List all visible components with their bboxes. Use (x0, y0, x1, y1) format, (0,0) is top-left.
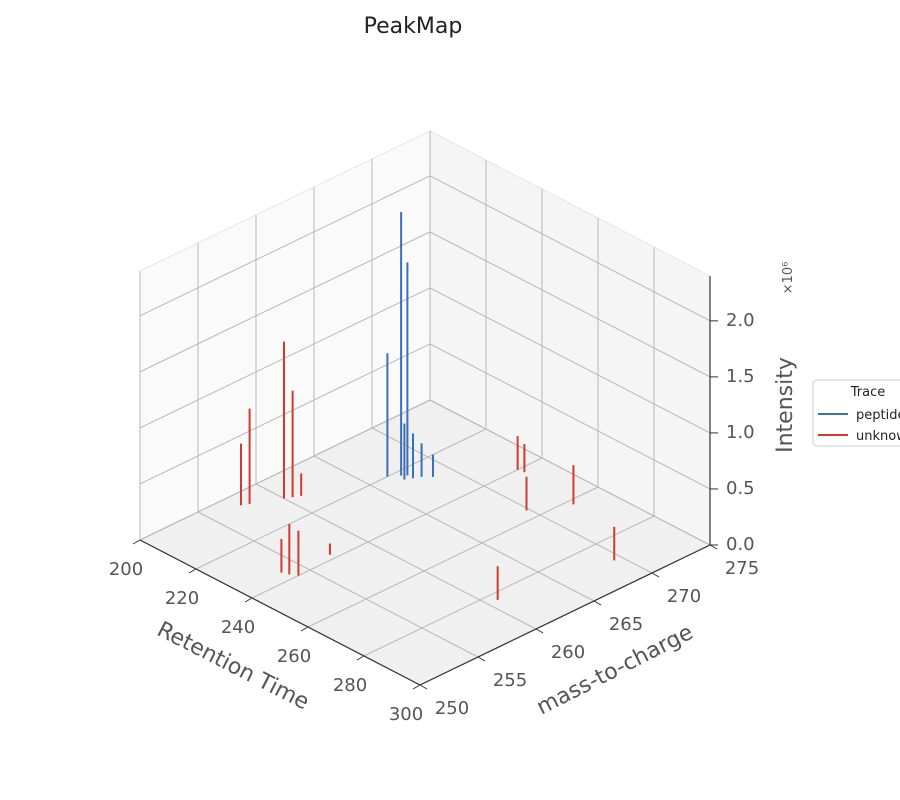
legend-box (812, 379, 900, 447)
grid-line (255, 483, 537, 630)
grid-line (429, 399, 711, 546)
grid-line (307, 486, 599, 628)
tick-mark (477, 656, 486, 662)
axis-line (419, 544, 711, 686)
tick-mark (356, 655, 365, 661)
tick-mark (412, 684, 421, 690)
legend: Trace peptide unknown (812, 379, 900, 447)
legend-label: peptide (856, 408, 900, 423)
tick-mark (244, 597, 253, 603)
tick-label: 300 (389, 704, 423, 725)
grid-line (371, 427, 653, 574)
chart-title: PeakMap (364, 14, 463, 39)
tick-mark (419, 684, 428, 690)
tick-label: 265 (609, 614, 643, 635)
tick-label: 2.0 (726, 310, 755, 331)
tick-label: 260 (277, 646, 311, 667)
grid-line (429, 343, 711, 490)
tick-label: 0.5 (726, 478, 755, 499)
tick-label: 1.5 (726, 366, 755, 387)
z-axis-label: Intensity (773, 357, 798, 453)
tick-label: 200 (109, 559, 143, 580)
tick-label: 250 (435, 698, 469, 719)
grid-line (429, 287, 711, 434)
grid-line (197, 511, 479, 658)
tick-label: 0.0 (726, 534, 755, 555)
tick-mark (535, 628, 544, 634)
grid-line (313, 455, 595, 602)
tick-label: 255 (493, 670, 527, 691)
grid-line (139, 175, 431, 317)
tick-mark (651, 572, 660, 578)
grid-line (429, 231, 711, 378)
grid-line (139, 231, 431, 373)
grid-line (363, 515, 655, 657)
tick-mark (188, 568, 197, 574)
tick-label: 260 (551, 642, 585, 663)
tick-mark (300, 626, 309, 632)
tick-mark (709, 544, 718, 550)
tick-label: 1.0 (726, 422, 755, 443)
tick-label: 270 (667, 586, 701, 607)
tick-mark (132, 539, 141, 545)
grid-line (251, 457, 543, 599)
grid-line (429, 175, 711, 322)
tick-mark (593, 600, 602, 606)
tick-label: 280 (333, 675, 367, 696)
axis-line (139, 539, 421, 686)
grid-line (195, 428, 487, 570)
tick-label: 275 (725, 558, 759, 579)
legend-title: Trace (850, 385, 886, 400)
z-offset-label: ×10⁶ (781, 262, 796, 295)
tick-label: 220 (165, 588, 199, 609)
tick-label: 240 (221, 617, 255, 638)
y-axis-label: mass-to-charge (533, 620, 698, 720)
legend-label: unknown (856, 429, 900, 444)
